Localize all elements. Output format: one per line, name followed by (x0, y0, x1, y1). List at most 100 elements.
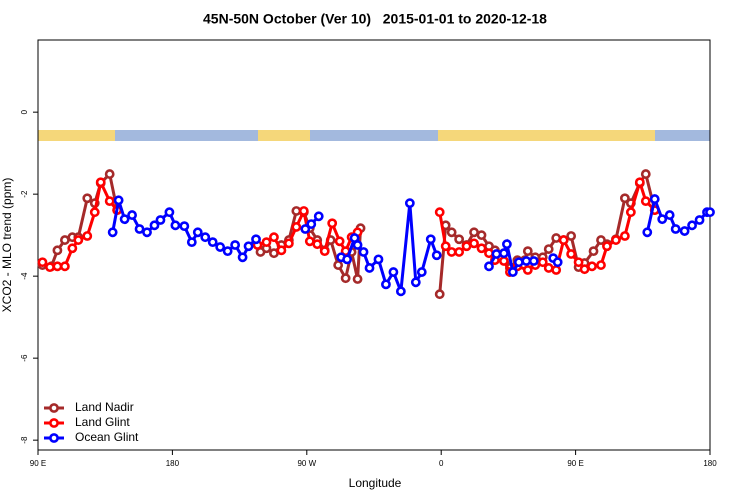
data-point (352, 274, 363, 284)
data-point (155, 215, 166, 225)
data-point (119, 214, 130, 225)
data-point (502, 239, 512, 250)
data-point (215, 242, 226, 252)
data-point (134, 224, 145, 234)
data-point (333, 260, 344, 270)
data-point (340, 273, 351, 284)
x-tick-label: 0 (439, 459, 444, 468)
data-point (230, 240, 241, 250)
data-point (237, 252, 248, 263)
chart-title: 45N-50N October (Ver 10) 2015-01-01 to 2… (203, 11, 547, 27)
data-point (89, 207, 100, 218)
data-point (431, 250, 442, 261)
data-point (513, 257, 524, 268)
data-point (634, 177, 645, 188)
data-point (640, 196, 651, 207)
data-point (649, 194, 660, 204)
data-point (113, 195, 124, 206)
data-point (446, 227, 457, 238)
data-point (543, 244, 554, 254)
data-point (537, 257, 548, 268)
data-point (587, 261, 597, 272)
series (107, 193, 715, 297)
data-point (104, 169, 115, 179)
data-point (170, 220, 181, 231)
data-point (491, 249, 502, 259)
data-point (67, 243, 78, 254)
y-tick-label: -4 (20, 272, 29, 280)
legend-marker (49, 418, 59, 428)
data-point (611, 235, 621, 245)
data-point (358, 247, 369, 257)
data-point (164, 207, 175, 218)
data-point (522, 265, 533, 275)
data-point (127, 210, 137, 220)
data-point (507, 267, 518, 277)
data-point (342, 254, 353, 265)
data-point (179, 221, 190, 232)
data-point (261, 237, 272, 248)
data-point (381, 279, 391, 290)
data-point (499, 248, 509, 259)
data-point (319, 246, 330, 257)
data-point (404, 198, 415, 209)
data-point (207, 237, 218, 248)
data-point (304, 236, 315, 247)
data-point (469, 238, 479, 249)
data-point (73, 235, 84, 245)
data-point (573, 257, 584, 268)
data-point (670, 224, 681, 234)
data-point (434, 207, 445, 218)
data-point (45, 262, 55, 273)
y-tick-label: 0 (20, 109, 29, 114)
data-point (461, 241, 472, 252)
data-point (642, 227, 653, 238)
data-point (298, 206, 309, 216)
data-point (588, 246, 599, 257)
data-point (416, 267, 427, 277)
data-point (602, 241, 612, 252)
legend-label: Land Nadir (75, 400, 134, 414)
data-point (566, 249, 577, 259)
data-point (283, 238, 294, 249)
data-point (484, 261, 494, 272)
data-point (551, 265, 562, 275)
plot-frame (37, 39, 711, 451)
data-point (657, 214, 668, 225)
data-point (95, 177, 106, 188)
data-point (552, 257, 563, 268)
data-point (454, 247, 465, 257)
data-point (619, 193, 630, 204)
data-point (313, 211, 324, 222)
data-point (334, 236, 345, 247)
data-point (269, 248, 279, 259)
data-point (705, 207, 715, 218)
x-axis-label: Longitude (349, 476, 402, 490)
data-point (192, 227, 203, 238)
data-point (276, 245, 287, 256)
data-point (499, 256, 509, 266)
data-point (251, 234, 261, 245)
data-point (291, 222, 302, 232)
data-point (476, 230, 487, 241)
data-point (395, 286, 406, 297)
data-point (434, 289, 445, 300)
data-point (312, 239, 323, 250)
data-point (543, 263, 554, 273)
data-point (521, 256, 532, 266)
data-point (82, 231, 93, 241)
data-point (59, 235, 70, 245)
y-tick-label: -2 (20, 190, 29, 198)
data-point (149, 220, 160, 231)
legend-label: Ocean Glint (75, 430, 139, 444)
data-point (352, 240, 363, 250)
data-point (619, 231, 630, 241)
land-mask (38, 130, 710, 141)
data-point (528, 256, 539, 266)
legend-label: Land Glint (75, 415, 130, 429)
data-point (104, 196, 115, 207)
y-axis-label: XCO2 - MLO trend (ppm) (0, 178, 14, 313)
data-point (640, 169, 651, 179)
data-point (625, 207, 636, 218)
data-point (410, 277, 421, 288)
